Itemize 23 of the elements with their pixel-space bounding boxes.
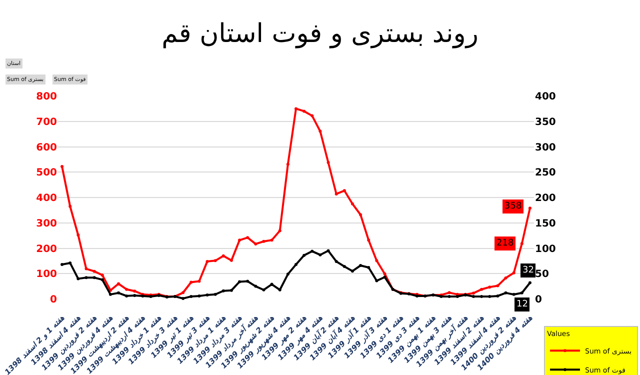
y2-tick-label: 300 bbox=[535, 142, 556, 154]
y-tick-label: 300 bbox=[36, 218, 58, 230]
y-tick-label: 100 bbox=[36, 269, 58, 280]
y2-tick-label: 0 bbox=[535, 294, 542, 306]
y2-tick-label: 150 bbox=[535, 218, 556, 230]
y-tick-label: 500 bbox=[36, 168, 58, 179]
y2-tick-label: 250 bbox=[535, 168, 556, 179]
y-tick-label: 800 bbox=[36, 92, 58, 102]
y2-tick-label: 400 bbox=[535, 92, 556, 102]
y-tick-label: 600 bbox=[36, 142, 58, 154]
data-label: 218 bbox=[496, 238, 514, 248]
y2-tick-label: 100 bbox=[535, 244, 556, 255]
data-label: 12 bbox=[516, 300, 528, 310]
y-tick-label: 200 bbox=[36, 244, 58, 255]
chart-title: روند بستری و فوت استان قم bbox=[162, 19, 478, 50]
y2-tick-label: 50 bbox=[535, 269, 549, 280]
y-tick-label: 700 bbox=[36, 116, 58, 128]
data-label: 358 bbox=[504, 202, 522, 212]
y2-tick-label: 350 bbox=[535, 116, 556, 128]
y2-tick-label: 200 bbox=[535, 193, 556, 204]
y-tick-label: 0 bbox=[50, 294, 58, 306]
y-tick-label: 400 bbox=[36, 193, 58, 204]
data-label: 32 bbox=[522, 266, 534, 276]
